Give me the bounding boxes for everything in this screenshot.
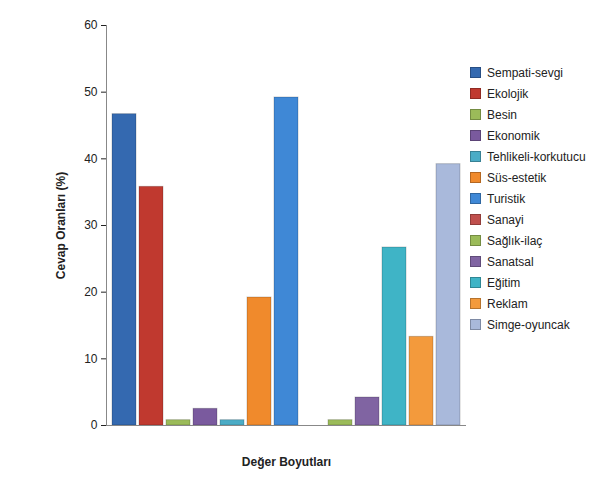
html-text:Eğitim: Eğitim <box>487 275 521 290</box>
html-text:Sanatsal: Sanatsal <box>487 254 534 269</box>
html-text:Reklam: Reklam <box>487 296 528 311</box>
html-text:Tehlikeli-korkutucu: Tehlikeli-korkutucu <box>487 149 586 164</box>
svg-text:30: 30 <box>84 218 98 232</box>
svg-text:50: 50 <box>84 85 98 99</box>
html-text:Turistik: Turistik <box>487 191 526 206</box>
svg-text:Değer Boyutları: Değer Boyutları <box>242 455 331 469</box>
svg-text:60: 60 <box>84 18 98 32</box>
html-text:Ekolojik: Ekolojik <box>487 86 529 101</box>
svg-text:0: 0 <box>91 418 98 432</box>
svg-text:Cevap Oranları (%): Cevap Oranları (%) <box>54 172 68 279</box>
html-text:Sempati-sevgi: Sempati-sevgi <box>487 65 563 80</box>
svg-text:10: 10 <box>84 352 98 366</box>
html-text:Ekonomik: Ekonomik <box>487 128 540 143</box>
svg-text:20: 20 <box>84 285 98 299</box>
html-text:Besin: Besin <box>487 107 517 122</box>
svg-text:40: 40 <box>84 152 98 166</box>
html-text:Simge-oyuncak: Simge-oyuncak <box>487 317 570 332</box>
html-text:Süs-estetik: Süs-estetik <box>487 170 547 185</box>
html-text:Sanayi: Sanayi <box>487 212 524 227</box>
html-text:Sağlık-ilaç: Sağlık-ilaç <box>487 233 543 248</box>
